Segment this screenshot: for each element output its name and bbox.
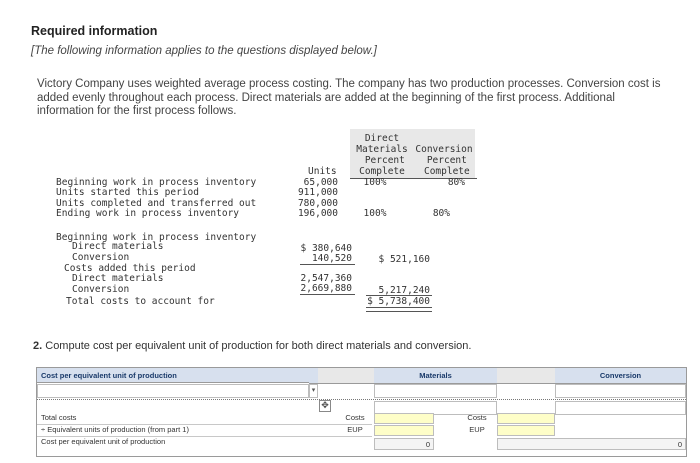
header-units: Units — [308, 166, 337, 177]
header-gap — [497, 368, 555, 384]
question-2: 2. Compute cost per equivalent unit of p… — [33, 340, 471, 352]
materials-eup-input[interactable] — [374, 425, 434, 436]
dotted-divider — [37, 399, 686, 400]
costs-beg-wip-label: Beginning work in process inventory — [56, 232, 257, 243]
conversion-eup-input[interactable] — [497, 425, 555, 436]
dropdown-arrow-icon[interactable]: ▾ — [309, 384, 318, 398]
grand-total-cost: $ 5,738,400 — [367, 296, 430, 307]
materials-header: Materials — [374, 368, 497, 384]
added-dm-cost: 2,547,360 — [300, 273, 352, 284]
units-value: 911,000 — [297, 187, 338, 198]
dm-percent: 100% — [363, 177, 387, 188]
row-cost-per-eup: Cost per equivalent unit of production — [41, 437, 166, 446]
section-title: Required information — [31, 24, 158, 38]
added-total-cost: 5,217,240 — [378, 285, 430, 296]
conversion-input-1[interactable] — [555, 384, 686, 398]
materials-input-2[interactable] — [374, 401, 497, 415]
costs-added-conv-label: Conversion — [72, 284, 130, 295]
row-label: Beginning work in process inventory — [56, 177, 257, 188]
costs-added-label: Costs added this period — [64, 263, 196, 274]
units-table-header-bg — [350, 129, 475, 178]
conv-percent: 80% — [432, 208, 450, 219]
costs-total-label: Total costs to account for — [66, 296, 215, 307]
added-conv-cost: 2,669,880 — [300, 283, 352, 294]
materials-input-1[interactable] — [374, 384, 497, 398]
question-number: 2. — [33, 340, 43, 352]
row-divider — [37, 424, 372, 425]
header-spacer — [309, 368, 318, 384]
conversion-total-costs-input[interactable] — [497, 413, 555, 424]
beg-dm-cost: $ 380,640 — [300, 243, 352, 254]
dm-percent: 100% — [363, 208, 387, 219]
row-label: Ending work in process inventory — [56, 208, 240, 219]
answer-table-header: Cost per equivalent unit of production — [37, 368, 309, 383]
row-label: Units started this period — [56, 187, 199, 198]
subtotal-rule — [300, 264, 355, 265]
answer-table: Cost per equivalent unit of production M… — [36, 367, 687, 457]
conv-percent: 80% — [447, 177, 465, 188]
instruction-note: [The following information applies to th… — [31, 45, 377, 57]
label-input-1[interactable] — [37, 384, 309, 398]
conversion-result-value: 0 — [677, 440, 682, 449]
materials-total-costs-input[interactable] — [374, 413, 434, 424]
header-divider — [350, 178, 477, 179]
beg-conv-cost: 140,520 — [311, 253, 352, 264]
beg-total-cost: $ 521,160 — [378, 254, 430, 265]
double-underline — [366, 307, 432, 312]
header-gap — [318, 368, 374, 384]
row-equivalent-units: ÷ Equivalent units of production (from p… — [41, 425, 189, 434]
header-conversion: Conversion Percent Complete — [415, 144, 473, 177]
materials-result: 0 — [374, 438, 434, 450]
conversion-header: Conversion — [555, 368, 686, 384]
subtotal-rule — [300, 294, 355, 295]
conversion-result: 0 — [497, 438, 686, 450]
units-value: 65,000 — [303, 177, 338, 188]
header-direct-materials: Direct Materials Percent Complete — [356, 133, 408, 177]
move-cursor-icon[interactable]: ✥ — [319, 400, 331, 412]
costs-added-dm-label: Direct materials — [72, 273, 164, 284]
total-rule — [366, 295, 432, 296]
row-divider — [37, 436, 372, 437]
costs-conv-label: Conversion — [72, 252, 130, 263]
question-text: Compute cost per equivalent unit of prod… — [45, 340, 472, 352]
eup-label-conv: EUP — [469, 425, 485, 434]
row-total-costs: Total costs — [41, 413, 77, 422]
materials-result-value: 0 — [425, 440, 430, 449]
problem-intro: Victory Company uses weighted average pr… — [37, 78, 661, 117]
eup-label-mat: EUP — [347, 425, 363, 434]
units-value: 780,000 — [297, 198, 338, 209]
costs-label-mat: Costs — [345, 413, 365, 422]
row-label: Units completed and transferred out — [56, 198, 257, 209]
costs-dm-label: Direct materials — [72, 241, 164, 252]
costs-label-conv: Costs — [467, 413, 487, 422]
conversion-input-2[interactable] — [555, 401, 686, 415]
units-value: 196,000 — [297, 208, 338, 219]
